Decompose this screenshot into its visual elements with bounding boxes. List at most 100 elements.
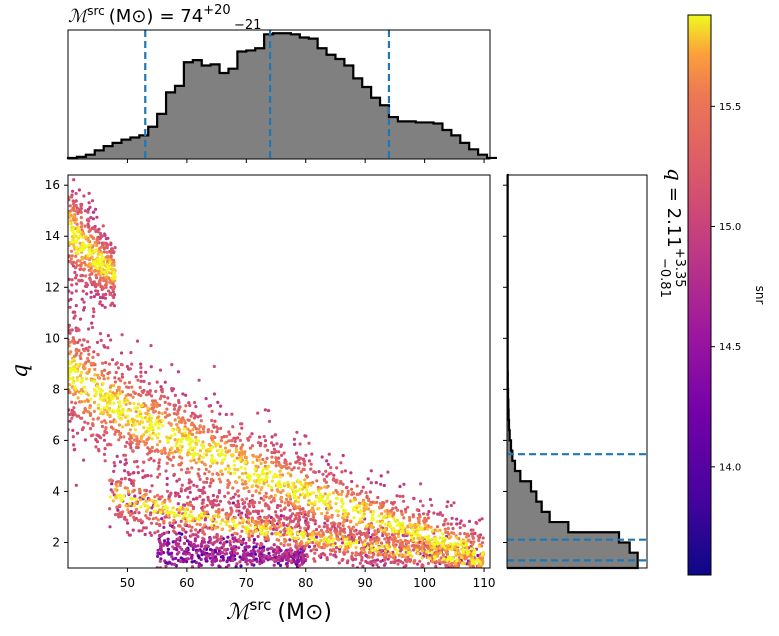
scatter-point — [201, 536, 205, 540]
scatter-point — [386, 547, 390, 551]
scatter-point — [188, 524, 192, 528]
scatter-point — [94, 445, 98, 449]
scatter-point — [328, 548, 333, 552]
scatter-point — [68, 222, 72, 226]
scatter-point — [196, 415, 200, 419]
scatter-point — [383, 549, 387, 553]
scatter-point — [155, 448, 159, 452]
scatter-point — [249, 549, 253, 554]
scatter-point — [91, 417, 95, 421]
scatter-point — [225, 434, 229, 438]
scatter-point — [369, 502, 373, 507]
scatter-point — [312, 470, 316, 474]
scatter-point — [276, 561, 280, 565]
scatter-point — [186, 487, 190, 491]
scatter-point — [177, 477, 181, 481]
scatter-point — [198, 414, 202, 418]
scatter-point — [258, 435, 262, 439]
scatter-point — [471, 541, 475, 546]
y-tick-label: 16 — [45, 178, 60, 192]
scatter-point — [204, 397, 208, 401]
scatter-point — [100, 258, 104, 262]
scatter-point — [238, 560, 242, 564]
scatter-point — [373, 501, 377, 505]
scatter-point — [304, 541, 308, 545]
scatter-point — [281, 556, 285, 560]
scatter-point — [272, 499, 276, 503]
scatter-point — [172, 511, 176, 515]
scatter-point — [71, 310, 75, 314]
scatter-point — [336, 492, 341, 496]
scatter-point — [74, 209, 78, 213]
scatter-point — [214, 557, 218, 562]
scatter-point — [307, 459, 312, 463]
scatter-point — [364, 502, 369, 506]
scatter-point — [198, 477, 202, 481]
scatter-point — [268, 470, 272, 474]
scatter-point — [82, 300, 86, 304]
scatter-point — [79, 274, 83, 278]
scatter-point — [174, 556, 178, 561]
scatter-point — [86, 210, 90, 214]
scatter-point — [239, 453, 244, 457]
scatter-point — [175, 427, 179, 431]
scatter-point — [219, 404, 223, 408]
scatter-point — [130, 362, 134, 366]
scatter-point — [168, 521, 172, 525]
scatter-point — [91, 237, 95, 241]
scatter-point — [428, 497, 432, 502]
scatter-point — [324, 536, 328, 540]
y-tick-label: 12 — [45, 280, 60, 294]
scatter-point — [75, 245, 79, 250]
scatter-point — [277, 556, 281, 560]
scatter-point — [156, 504, 160, 508]
scatter-point — [474, 520, 478, 525]
scatter-point — [219, 535, 223, 539]
scatter-point — [71, 428, 75, 432]
scatter-point — [71, 238, 75, 242]
scatter-point — [331, 547, 335, 551]
scatter-point — [346, 559, 350, 563]
scatter-point — [194, 533, 198, 537]
scatter-point — [214, 520, 218, 524]
scatter-point — [240, 511, 244, 515]
scatter-point — [398, 559, 403, 564]
scatter-point — [287, 526, 291, 531]
scatter-point — [120, 375, 124, 379]
scatter-point — [284, 460, 288, 464]
scatter-point — [338, 481, 342, 485]
scatter-point — [144, 499, 148, 503]
scatter-point — [184, 404, 188, 408]
scatter-point — [214, 555, 218, 559]
scatter-point — [192, 416, 196, 420]
scatter-point — [224, 520, 228, 524]
scatter-point — [232, 459, 236, 463]
scatter-point — [201, 550, 205, 554]
scatter-point — [383, 555, 387, 559]
scatter-point — [352, 516, 356, 520]
scatter-point — [71, 226, 76, 230]
colorbar-tick-label: 14.0 — [719, 462, 741, 473]
scatter-point — [438, 536, 442, 540]
scatter-point — [109, 250, 113, 255]
scatter-point — [237, 494, 241, 498]
scatter-point — [302, 467, 306, 472]
scatter-point — [158, 472, 162, 476]
scatter-point — [127, 380, 132, 385]
scatter-point — [156, 529, 160, 534]
scatter-point — [231, 553, 235, 557]
scatter-point — [77, 278, 81, 282]
scatter-point — [383, 528, 387, 532]
scatter-point — [76, 396, 80, 400]
scatter-point — [305, 523, 309, 527]
scatter-point — [116, 393, 120, 397]
scatter-point — [144, 430, 148, 434]
scatter-point — [68, 419, 72, 423]
scatter-point — [384, 514, 388, 518]
scatter-point — [133, 494, 137, 498]
scatter-point — [375, 520, 379, 524]
scatter-point — [168, 510, 172, 514]
scatter-point — [294, 496, 299, 500]
scatter-point — [250, 484, 254, 488]
scatter-point — [258, 554, 262, 558]
